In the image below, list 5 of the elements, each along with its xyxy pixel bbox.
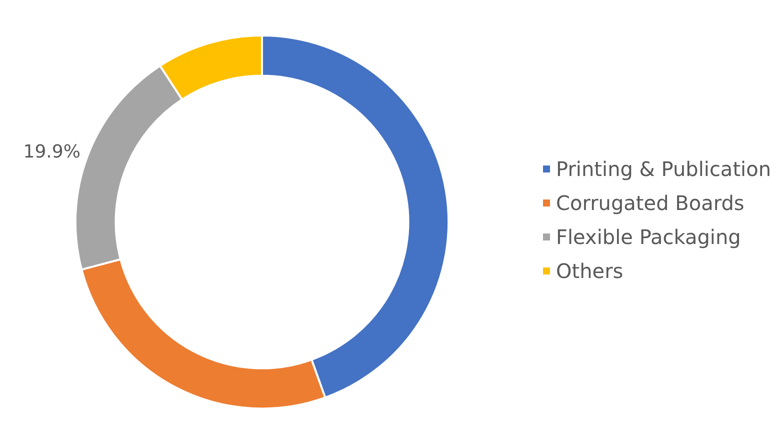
legend-label: Printing & Publication [556, 157, 771, 181]
legend-label: Flexible Packaging [556, 225, 741, 249]
legend-label: Others [556, 259, 624, 283]
legend-label: Corrugated Boards [556, 191, 744, 215]
data-label: 19.9% [23, 142, 80, 163]
